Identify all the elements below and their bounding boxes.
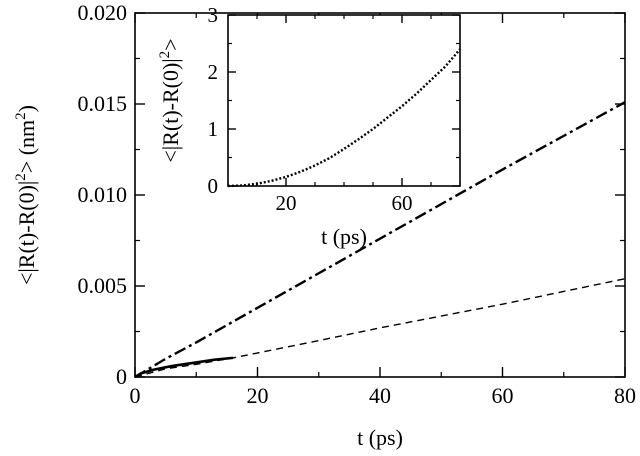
inset-background (228, 15, 460, 186)
inset-series-dotted-line (227, 48, 461, 188)
main-series-dash-dot-line (134, 101, 626, 379)
main-series-solid-line (134, 356, 234, 379)
inset-x-tick-label: 60 (392, 191, 413, 215)
inset-y-tick-label: 1 (208, 117, 219, 141)
main-y-tick-label: 0.005 (78, 273, 128, 298)
main-x-tick-label: 60 (492, 383, 514, 408)
main-y-tick-label: 0.010 (78, 182, 128, 207)
inset-y-axis-label: <|R(t)-R(0)|2> (157, 38, 183, 162)
inset-x-axis-label: t (ps) (321, 224, 367, 249)
main-x-tick-label: 0 (130, 383, 141, 408)
inset-y-tick-label: 2 (208, 60, 219, 84)
inset-x-tick-label: 20 (276, 191, 297, 215)
inset-chart: 20 60 0 1 2 3 t (ps) <|R(t)-R(0)|2> (157, 3, 461, 249)
main-y-axis-label: <|R(t)-R(0)|2> (nm2) (13, 105, 39, 285)
main-x-axis-label: t (ps) (357, 425, 403, 450)
main-x-tick-label: 20 (247, 383, 269, 408)
main-y-tick-label: 0.015 (78, 91, 128, 116)
main-series-dashed-line (134, 278, 626, 378)
main-y-tick-label: 0.020 (78, 0, 128, 25)
inset-y-tick-label: 0 (208, 174, 219, 198)
main-y-tick-label: 0 (116, 364, 127, 389)
inset-y-tick-label: 3 (208, 3, 219, 27)
main-x-tick-label: 40 (369, 383, 391, 408)
main-x-tick-label: 80 (614, 383, 636, 408)
